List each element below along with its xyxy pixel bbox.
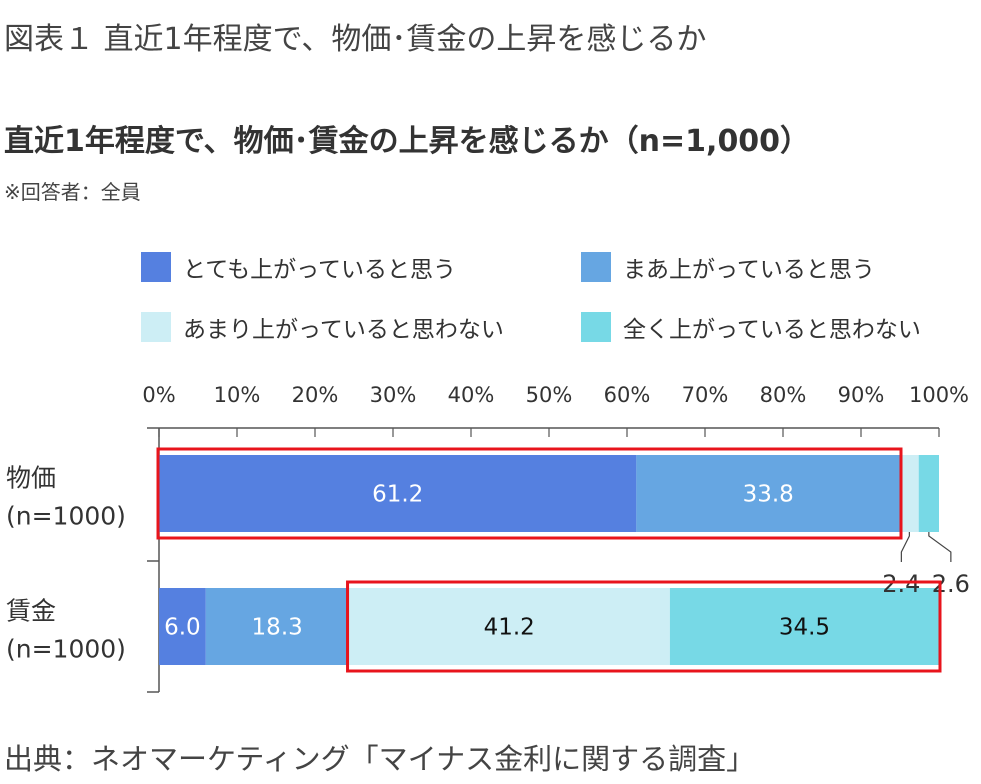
data-label-leader [900, 532, 910, 562]
data-label: 34.5 [779, 615, 830, 641]
legend-item-3: あまり上がっていると思わない [141, 312, 504, 343]
bar-segment [159, 455, 637, 532]
data-label: 18.3 [252, 615, 303, 641]
chart-title: 直近1年程度で、物価･賃金の上昇を感じるか（n=1,000） [4, 124, 811, 159]
data-label: 61.2 [372, 482, 423, 508]
highlight-box [346, 580, 942, 673]
bar-segment [918, 455, 939, 532]
x-tick-label: 90% [838, 383, 885, 407]
legend-label-1: とても上がっていると思う [183, 257, 457, 283]
legend-item-1: とても上がっていると思う [141, 252, 457, 283]
bar-segment [205, 588, 349, 665]
legend-label-3: あまり上がっていると思わない [183, 317, 504, 343]
source-note: 出典：ネオマーケティング「マイナス金利に関する調査」 [4, 742, 756, 776]
x-tick-label: 70% [682, 383, 729, 407]
x-tick-label: 0% [142, 383, 175, 407]
legend-label-2: まあ上がっていると思う [623, 257, 875, 283]
data-label: 6.0 [164, 615, 201, 641]
x-tick-label: 30% [370, 383, 417, 407]
data-label: 41.2 [484, 615, 535, 641]
bar-segment [636, 455, 900, 532]
legend-swatch-4 [581, 312, 611, 342]
legend-item-2: まあ上がっていると思う [581, 252, 875, 283]
category-sublabel: (n=1000) [6, 502, 126, 531]
legend-swatch-3 [141, 312, 171, 342]
bar-segment [159, 588, 206, 665]
category-label: 物価 [6, 464, 56, 493]
legend-label-4: 全く上がっていると思わない [623, 317, 921, 343]
x-tick-label: 10% [214, 383, 261, 407]
bar-segment [348, 588, 670, 665]
bar-segment [669, 588, 939, 665]
x-tick-label: 50% [526, 383, 573, 407]
legend-swatch-1 [141, 252, 171, 282]
x-tick-label: 80% [760, 383, 807, 407]
figure-title: 図表１ 直近1年程度で、物価･賃金の上昇を感じるか [4, 22, 707, 57]
x-tick-label: 20% [292, 383, 339, 407]
category-label: 賃金 [6, 597, 56, 626]
category-sublabel: (n=1000) [6, 635, 126, 664]
x-tick-label: 60% [604, 383, 651, 407]
x-tick-label: 100% [909, 383, 969, 407]
data-label: 2.6 [932, 570, 970, 598]
x-tick-label: 40% [448, 383, 495, 407]
bar-segment [900, 455, 919, 532]
respondent-note: ※回答者：全員 [4, 180, 141, 204]
legend-swatch-2 [581, 252, 611, 282]
data-label-leader [928, 532, 952, 562]
data-label: 33.8 [743, 482, 794, 508]
data-label: 2.4 [882, 570, 920, 598]
highlight-box [156, 447, 903, 540]
legend-item-4: 全く上がっていると思わない [581, 312, 921, 343]
